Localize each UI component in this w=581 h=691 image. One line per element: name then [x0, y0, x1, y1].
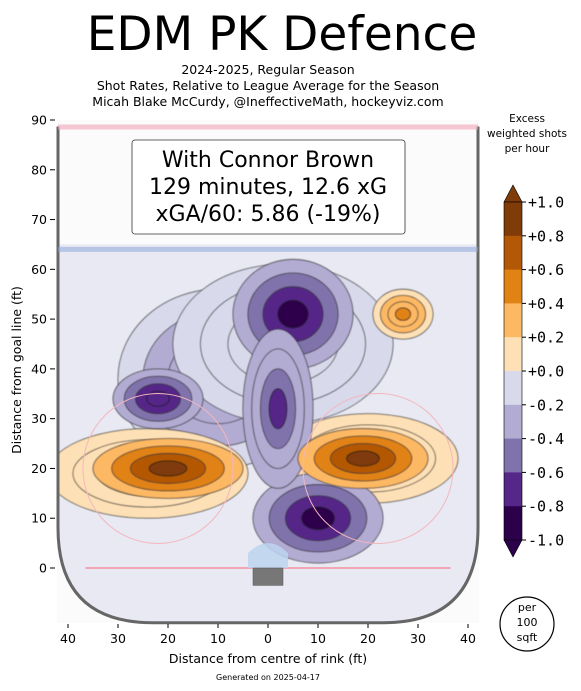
colorbar-swatch-1	[504, 235, 522, 271]
heatmap-contour-10-3	[395, 307, 411, 321]
info-box: With Connor Brown 129 minutes, 12.6 xG x…	[131, 139, 406, 235]
x-tick-label-5: 10	[310, 631, 326, 646]
goal-crease	[248, 543, 288, 568]
y-tick-label-2: 20	[31, 461, 47, 476]
colorbar-title-2: weighted shots	[487, 128, 567, 140]
area-badge-line-3: sqft	[517, 631, 538, 644]
goal-net	[252, 567, 284, 586]
heatmap-contour-5-3	[301, 506, 335, 530]
faceoff-circle-1	[302, 392, 454, 544]
colorbar-tick-label-4: +0.2	[528, 329, 564, 347]
area-badge: per 100 sqft	[499, 596, 555, 652]
y-axis: 0 10 20 30 40 50 60 70 80 90	[31, 113, 55, 576]
x-axis-label: Distance from centre of rink (ft)	[169, 651, 367, 666]
area-badge-circle	[499, 596, 555, 652]
chart-subtitle-author: Micah Blake McCurdy, @IneffectiveMath, h…	[92, 94, 443, 109]
y-tick-label-8: 80	[31, 162, 47, 177]
y-tick-label-5: 50	[31, 312, 47, 327]
colorbar-swatch-0	[504, 202, 522, 237]
info-box-minutes: 129 minutes, 12.6 xG	[149, 175, 387, 200]
y-tick-label-6: 60	[31, 262, 47, 277]
y-tick-label-9: 90	[31, 113, 47, 128]
x-tick-label-1: 30	[110, 631, 126, 646]
chart-title: EDM PK Defence	[87, 7, 478, 62]
y-axis-label: Distance from goal line (ft)	[9, 286, 24, 454]
x-tick-label-2: 20	[160, 631, 176, 646]
colorbar-swatch-9	[504, 506, 522, 541]
colorbar-swatch-8	[504, 472, 522, 507]
y-tick-label-4: 40	[31, 361, 47, 376]
info-box-xga: xGA/60: 5.86 (-19%)	[156, 202, 381, 227]
colorbar-swatch-4	[504, 337, 522, 372]
colorbar-tick-label-8: -0.6	[528, 464, 564, 482]
x-tick-label-3: 10	[210, 631, 226, 646]
colorbar-title-1: Excess	[509, 113, 545, 125]
colorbar-tick-label-3: +0.4	[528, 295, 564, 313]
heatmap-contour-7-3	[148, 460, 188, 477]
x-axis: 40 30 20 10 0 10 20 30 40	[60, 624, 476, 646]
info-box-player: With Connor Brown	[162, 148, 374, 173]
colorbar-swatch-6	[504, 404, 522, 440]
colorbar-swatch-2	[504, 269, 522, 304]
y-tick-label-7: 70	[31, 212, 47, 227]
colorbar: Excess weighted shots per hour +1.0 +0.8 +…	[487, 113, 567, 558]
colorbar-swatch-5	[504, 371, 522, 406]
heatmap-contour-9-3	[146, 390, 170, 407]
area-badge-line-2: 100	[517, 616, 538, 629]
colorbar-tick-label-7: -0.4	[528, 430, 564, 448]
colorbar-tick-label-6: -0.2	[528, 396, 564, 414]
x-tick-label-0: 40	[60, 631, 76, 646]
heatmap-layer	[58, 244, 478, 623]
info-box-frame	[131, 139, 406, 235]
colorbar-title-3: per hour	[505, 143, 551, 155]
colorbar-tick-label-10: -1.0	[528, 532, 564, 550]
x-tick-label-7: 30	[410, 631, 426, 646]
area-badge-line-1: per	[518, 601, 537, 614]
colorbar-top-arrow	[503, 184, 523, 203]
rink-boards	[56, 126, 480, 625]
heatmap-contour-4-3	[277, 299, 309, 329]
colorbar-tick-label-0: +1.0	[528, 194, 564, 212]
colorbar-tick-label-1: +0.8	[528, 227, 564, 245]
x-tick-label-4: 0	[264, 631, 272, 646]
colorbar-tick-label-9: -0.8	[528, 498, 564, 516]
x-tick-label-8: 40	[460, 631, 476, 646]
colorbar-tick-label-5: +0.0	[528, 363, 564, 381]
colorbar-swatch-7	[504, 438, 522, 473]
chart-subtitle-season: 2024-2025, Regular Season	[181, 62, 354, 77]
y-tick-label-0: 0	[39, 561, 47, 576]
heatmap-contour-8-3	[346, 450, 380, 467]
heatmap-contour-6-3	[268, 388, 288, 430]
x-tick-label-6: 20	[360, 631, 376, 646]
y-tick-label-1: 10	[31, 511, 47, 526]
colorbar-bottom-arrow	[503, 539, 523, 558]
colorbar-tick-label-2: +0.6	[528, 261, 564, 279]
generated-date: Generated on 2025-04-17	[216, 673, 320, 682]
y-tick-label-3: 30	[31, 411, 47, 426]
colorbar-swatch-3	[504, 303, 522, 338]
faceoff-circle-0	[82, 392, 234, 544]
rink-markings	[56, 124, 480, 625]
chart-subtitle-description: Shot Rates, Relative to League Average f…	[97, 78, 439, 93]
